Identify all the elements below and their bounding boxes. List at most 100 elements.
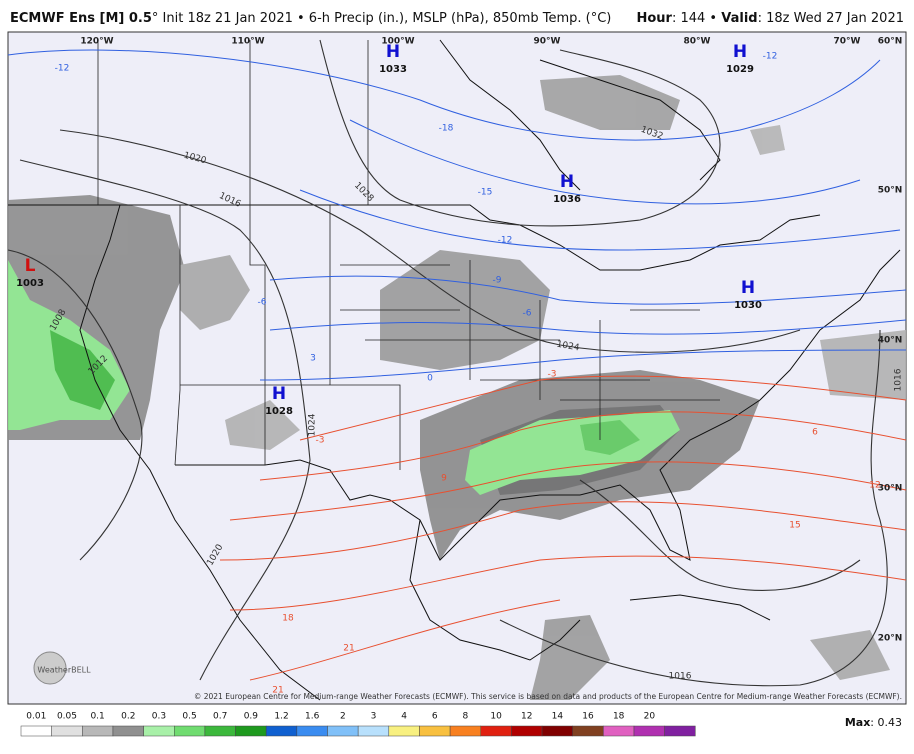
temp-contour xyxy=(219,501,907,561)
coastline xyxy=(79,204,321,701)
pressure-centers: H 1033 H 1029 H 1036 H 1030 H 1028 L 1003 xyxy=(16,42,762,417)
colorbar-swatch xyxy=(143,725,175,737)
hour-label: Hour xyxy=(636,11,672,26)
pressure-center-symbol: H xyxy=(733,42,747,62)
colorbar-swatch xyxy=(572,725,604,737)
precip-area xyxy=(750,125,785,155)
pressure-center-value: 1036 xyxy=(553,194,581,205)
colorbar-swatch xyxy=(327,725,359,737)
temp-contour xyxy=(299,375,907,441)
logo-text: WeatherBELL xyxy=(37,666,91,675)
precip-area xyxy=(50,330,115,410)
max-label: Max xyxy=(845,716,870,729)
colorbar-swatch xyxy=(235,725,267,737)
colorbar-swatch xyxy=(204,725,236,737)
isobar xyxy=(499,329,888,687)
temp-contour xyxy=(259,349,907,381)
coastline xyxy=(629,594,771,621)
longitude-label: 70°W xyxy=(834,37,861,47)
latitude-label: 20°N xyxy=(878,634,903,644)
longitude-label: 120°W xyxy=(80,37,113,47)
map: 120°W 110°W 100°W 90°W 80°W 70°W 60°N 50… xyxy=(7,31,907,705)
geography xyxy=(8,39,901,701)
temperature-label: -12 xyxy=(498,236,513,246)
colorbar-label: 0.1 xyxy=(90,712,104,722)
colorbar-label: 10 xyxy=(490,712,502,722)
max-number: : 0.43 xyxy=(870,716,902,729)
isobar xyxy=(59,129,801,353)
temperature-contours xyxy=(7,49,907,681)
pressure-center-value: 1029 xyxy=(726,64,754,75)
colorbar-label: 3 xyxy=(371,712,377,722)
temp-contour xyxy=(259,411,907,481)
coastline xyxy=(409,519,581,661)
temperature-label: 6 xyxy=(812,428,818,438)
colorbar-label: 2 xyxy=(340,712,346,722)
pressure-center-value: 1030 xyxy=(734,300,762,311)
max-value: Max: 0.43 xyxy=(845,716,902,729)
isobar xyxy=(7,249,143,561)
isobars xyxy=(7,39,888,687)
temperature-label: 0 xyxy=(427,374,433,384)
colorbar-label: 20 xyxy=(644,712,656,722)
latitude-label: 30°N xyxy=(878,484,903,494)
temperature-label: -18 xyxy=(439,124,454,134)
colorbar: 0.01 0.05 0.1 0.2 0.3 0.5 0.7 0.9 1.2 1.6 2 3 4 6 8 10 1… xyxy=(20,712,696,737)
precip-area xyxy=(180,255,250,330)
precip-area xyxy=(540,75,680,130)
temperature-label: -3 xyxy=(548,370,557,380)
colorbar-label: 0.05 xyxy=(57,712,77,722)
longitude-label: 100°W xyxy=(381,37,414,47)
colorbar-swatch xyxy=(541,725,573,737)
temp-contour xyxy=(229,461,907,521)
temperature-label: 3 xyxy=(310,354,316,364)
precip-area xyxy=(810,630,890,680)
colorbar-swatch xyxy=(51,725,83,737)
isobar-label: 1016 xyxy=(894,368,904,391)
colorbar-swatch xyxy=(174,725,206,737)
valid-label: Valid xyxy=(721,11,757,26)
header-valid: Hour: 144 • Valid: 18z Wed 27 Jan 2021 xyxy=(636,11,904,26)
temperature-labels: -12 -18 -15 -12 -12 -9 -6 -6 -3 0 3 -3 6 9 12 15 18 21 21 xyxy=(55,52,881,696)
latitude-label: 50°N xyxy=(878,186,903,196)
latitude-label: 40°N xyxy=(878,336,903,346)
colorbar-swatch xyxy=(388,725,420,737)
colorbar-label: 0.2 xyxy=(121,712,135,722)
temperature-label: 21 xyxy=(272,686,283,696)
colorbar-label: 0.5 xyxy=(182,712,196,722)
latitude-label: 60°N xyxy=(878,37,903,47)
colorbar-label: 6 xyxy=(432,712,438,722)
temperature-label: 12 xyxy=(869,481,880,491)
temp-contour xyxy=(249,599,561,681)
isobar-label: 1024 xyxy=(556,340,581,354)
colorbar-swatch xyxy=(112,725,144,737)
pressure-center-symbol: L xyxy=(25,256,36,276)
isobar xyxy=(19,159,311,681)
valid-value: : 18z Wed 27 Jan 2021 xyxy=(758,11,904,26)
isobar-label: 1016 xyxy=(669,672,692,682)
temperature-label: -6 xyxy=(258,298,267,308)
temp-contour xyxy=(269,275,907,305)
colorbar-label: 16 xyxy=(582,712,594,722)
temperature-label: -15 xyxy=(478,188,493,198)
colorbar-label: 0.7 xyxy=(213,712,227,722)
colorbar-swatch xyxy=(664,725,696,737)
precip-area xyxy=(820,330,906,400)
pressure-center-value: 1028 xyxy=(265,406,293,417)
temperature-label: 21 xyxy=(343,644,354,654)
temperature-label: -12 xyxy=(763,52,778,62)
temperature-label: -12 xyxy=(55,64,70,74)
temp-contour xyxy=(229,555,907,611)
coastline xyxy=(175,249,901,561)
isobar xyxy=(319,39,721,227)
isobar xyxy=(579,479,861,591)
colorbar-swatch xyxy=(511,725,543,737)
colorbar-swatch xyxy=(480,725,512,737)
temperature-label: -6 xyxy=(523,309,532,319)
colorbar-label: 0.01 xyxy=(26,712,46,722)
colorbar-label: 4 xyxy=(401,712,407,722)
temp-contour xyxy=(299,189,901,251)
colorbar-label: 14 xyxy=(552,712,564,722)
colorbar-swatch xyxy=(20,725,52,737)
pressure-center-symbol: H xyxy=(741,278,755,298)
